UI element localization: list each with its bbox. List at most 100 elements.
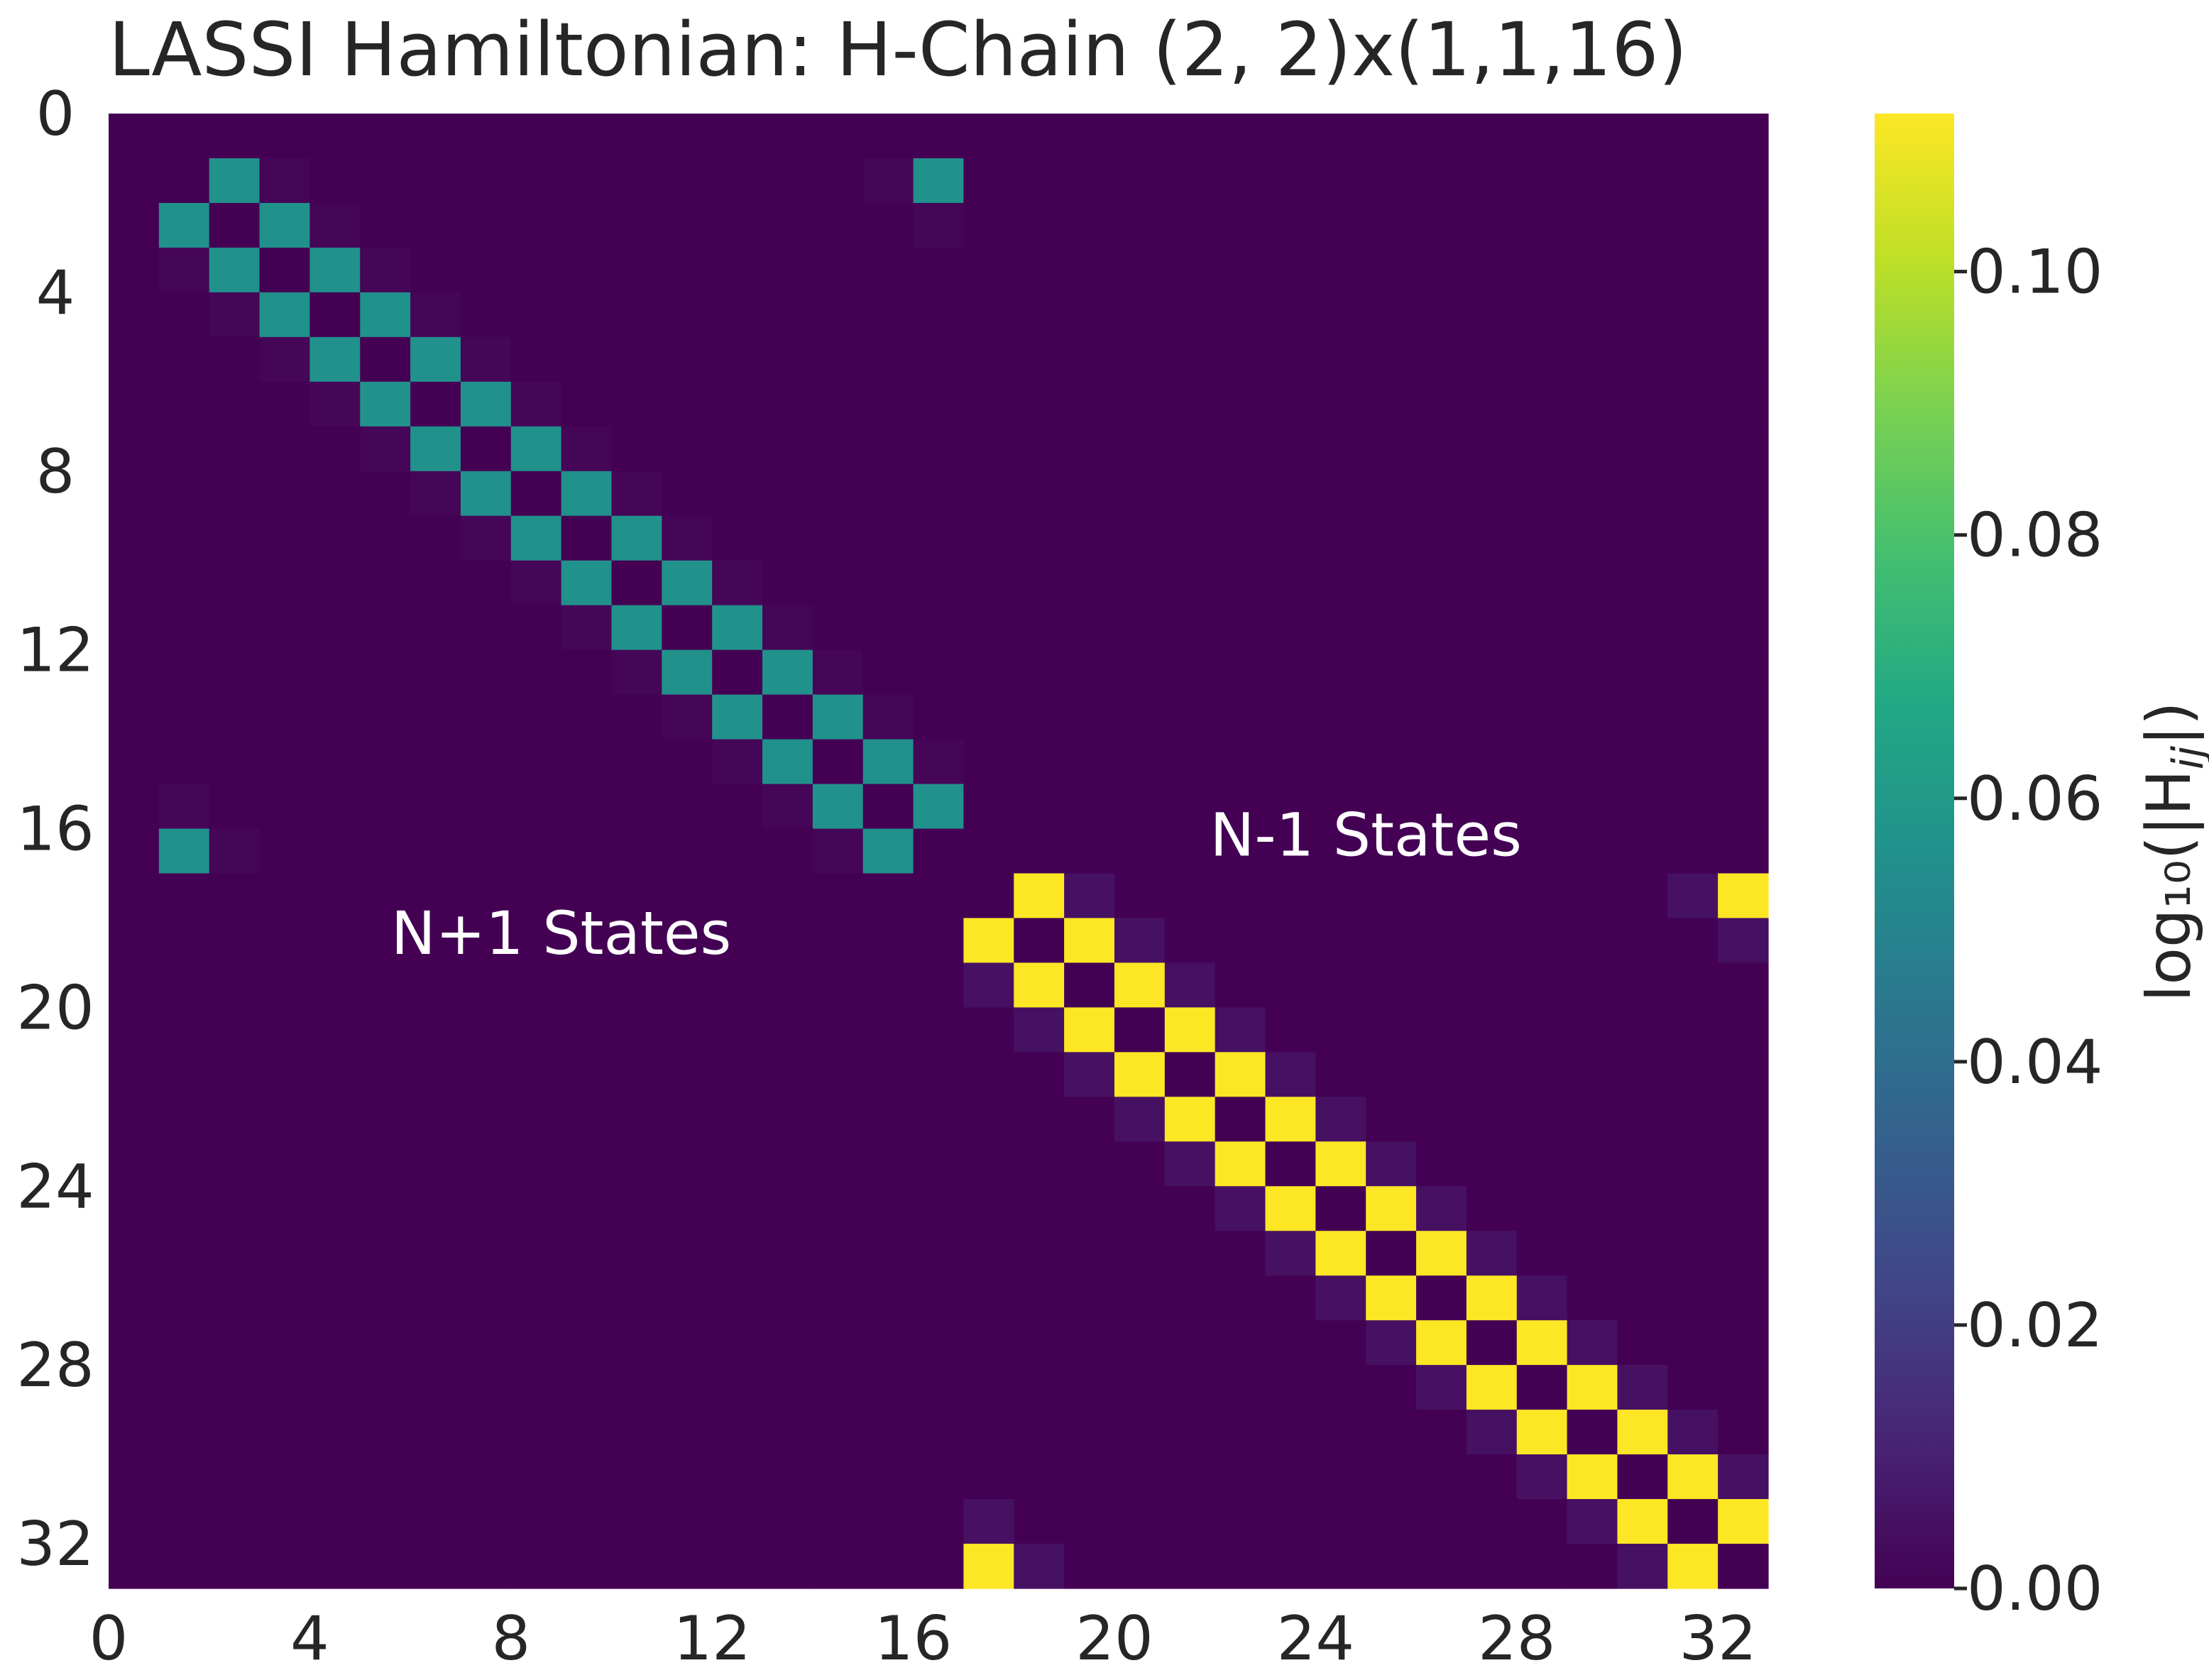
heatmap-cell <box>1416 1544 1467 1589</box>
heatmap-cell <box>1366 605 1417 651</box>
heatmap-cell <box>662 1365 713 1410</box>
heatmap-cell <box>1416 515 1467 561</box>
heatmap-cell <box>913 515 965 561</box>
heatmap-cell <box>1416 1141 1467 1187</box>
heatmap-cell <box>259 605 310 651</box>
heatmap-cell <box>259 471 310 517</box>
heatmap-cell <box>1366 1007 1417 1053</box>
heatmap-cell <box>762 202 813 248</box>
heatmap-cell <box>862 1052 914 1097</box>
heatmap-cell <box>1265 381 1316 427</box>
heatmap-cell <box>862 336 914 383</box>
heatmap-cell <box>259 426 310 472</box>
heatmap-cell <box>1466 1275 1518 1321</box>
heatmap-cell <box>259 114 310 159</box>
heatmap-cell <box>1567 247 1618 293</box>
heatmap-cell <box>1567 828 1618 874</box>
heatmap-cell <box>259 1320 310 1366</box>
heatmap-cell <box>762 1097 813 1142</box>
heatmap-cell <box>1215 1320 1266 1366</box>
heatmap-cell <box>1164 336 1216 383</box>
heatmap-cell <box>1366 739 1417 785</box>
heatmap-cell <box>1516 828 1568 874</box>
heatmap-cell <box>913 1365 965 1410</box>
heatmap-cell <box>662 784 713 830</box>
heatmap-cell <box>913 1544 965 1589</box>
heatmap-cell <box>360 114 411 159</box>
heatmap-cell <box>963 918 1014 964</box>
heatmap-cell <box>1114 1365 1166 1410</box>
heatmap-cell <box>1315 873 1366 919</box>
heatmap-cell <box>1617 1454 1668 1500</box>
heatmap-cell <box>460 426 512 472</box>
heatmap-cell <box>309 515 361 561</box>
heatmap-cell <box>762 918 813 964</box>
heatmap-cell <box>410 515 461 561</box>
heatmap-cell <box>259 292 310 338</box>
heatmap-cell <box>158 114 210 159</box>
heatmap-cell <box>1667 1410 1719 1455</box>
heatmap-cell <box>611 471 662 517</box>
heatmap-cell <box>1667 202 1719 248</box>
heatmap-cell <box>662 649 713 696</box>
heatmap-cell <box>1466 1499 1518 1544</box>
heatmap-cell <box>1718 694 1769 740</box>
heatmap-cell <box>259 336 310 383</box>
heatmap-cell <box>109 694 160 740</box>
heatmap-cell <box>611 918 662 964</box>
heatmap-cell <box>1315 962 1366 1008</box>
heatmap-cell <box>1164 605 1216 651</box>
heatmap-cell <box>1114 1410 1166 1455</box>
heatmap-cell <box>1366 381 1417 427</box>
heatmap-cell <box>1064 1320 1115 1366</box>
heatmap-cell <box>360 292 411 338</box>
heatmap-cell <box>158 1097 210 1142</box>
heatmap-cell <box>561 1052 613 1097</box>
colorbar-tick-label: 0.00 <box>1967 1554 2103 1625</box>
heatmap-cell <box>712 1007 763 1053</box>
heatmap-cell <box>1416 962 1467 1008</box>
heatmap-cell <box>1315 918 1366 964</box>
heatmap-cell <box>712 1544 763 1589</box>
heatmap-cell <box>1164 962 1216 1008</box>
heatmap-cell <box>410 1320 461 1366</box>
heatmap-cell <box>1014 247 1065 293</box>
heatmap-cell <box>510 605 562 651</box>
heatmap-cell <box>862 247 914 293</box>
heatmap-cell <box>1265 1097 1316 1142</box>
heatmap-cell <box>1366 1410 1417 1455</box>
heatmap-cell <box>1366 784 1417 830</box>
heatmap-cell <box>1064 202 1115 248</box>
heatmap-cell <box>862 1275 914 1321</box>
heatmap-cell <box>309 1052 361 1097</box>
heatmap-cell <box>611 962 662 1008</box>
heatmap-cell <box>1466 560 1518 606</box>
heatmap-cell <box>762 426 813 472</box>
heatmap-cell <box>158 247 210 293</box>
heatmap-cell <box>561 873 613 919</box>
heatmap-cell <box>662 694 713 740</box>
heatmap-cell <box>158 828 210 874</box>
heatmap-cell <box>1718 1454 1769 1500</box>
heatmap-cell <box>1667 560 1719 606</box>
heatmap-cell <box>611 739 662 785</box>
heatmap-cell <box>1416 471 1467 517</box>
heatmap-cell <box>1265 515 1316 561</box>
heatmap-cell <box>561 114 613 159</box>
heatmap-cell <box>1466 649 1518 696</box>
heatmap-cell <box>1567 1365 1618 1410</box>
heatmap-cell <box>360 1052 411 1097</box>
heatmap-cell <box>309 471 361 517</box>
heatmap-cell <box>1315 1097 1366 1142</box>
heatmap-cell <box>1667 828 1719 874</box>
heatmap-cell <box>812 1499 864 1544</box>
heatmap-cell <box>460 1052 512 1097</box>
heatmap-cell <box>1164 158 1216 204</box>
heatmap-cell <box>862 828 914 874</box>
heatmap-cell <box>158 784 210 830</box>
heatmap-cell <box>460 1454 512 1500</box>
heatmap-cell <box>1718 1097 1769 1142</box>
heatmap-cell <box>510 1365 562 1410</box>
heatmap-cell <box>309 560 361 606</box>
heatmap-cell <box>611 114 662 159</box>
